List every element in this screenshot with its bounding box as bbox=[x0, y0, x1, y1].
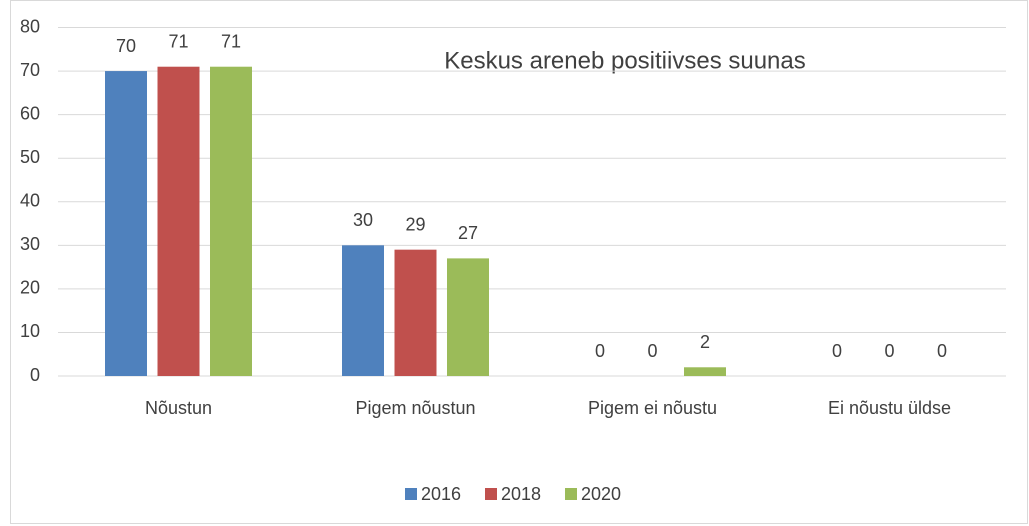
legend-label: 2018 bbox=[501, 484, 541, 504]
y-tick-label: 70 bbox=[20, 60, 40, 80]
bar bbox=[342, 245, 384, 376]
chart-title: Keskus areneb positiivses suunas bbox=[444, 47, 806, 74]
data-label: 0 bbox=[832, 341, 842, 361]
x-tick-label: Pigem nõustun bbox=[355, 398, 475, 418]
legend-swatch bbox=[565, 488, 577, 500]
data-label: 29 bbox=[405, 214, 425, 234]
x-tick-label: Ei nõustu üldse bbox=[828, 398, 951, 418]
bar bbox=[210, 66, 252, 377]
y-tick-label: 10 bbox=[20, 321, 40, 341]
legend-swatch bbox=[405, 488, 417, 500]
x-tick-label: Pigem ei nõustu bbox=[588, 398, 717, 418]
y-tick-label: 30 bbox=[20, 234, 40, 254]
data-label: 27 bbox=[458, 223, 478, 243]
y-tick-label: 50 bbox=[20, 147, 40, 167]
bar bbox=[684, 367, 726, 376]
data-label: 0 bbox=[884, 341, 894, 361]
legend-label: 2020 bbox=[581, 484, 621, 504]
y-tick-label: 60 bbox=[20, 103, 40, 123]
data-label: 71 bbox=[221, 31, 241, 51]
data-label: 0 bbox=[647, 341, 657, 361]
data-label: 0 bbox=[937, 341, 947, 361]
data-label: 0 bbox=[595, 341, 605, 361]
data-label: 30 bbox=[353, 210, 373, 230]
data-label: 71 bbox=[168, 31, 188, 51]
y-tick-label: 20 bbox=[20, 278, 40, 298]
data-label: 70 bbox=[116, 36, 136, 56]
bar bbox=[394, 249, 437, 376]
data-label: 2 bbox=[700, 332, 710, 352]
bar bbox=[157, 66, 200, 377]
bar bbox=[447, 258, 489, 376]
legend-label: 2016 bbox=[421, 484, 461, 504]
x-tick-label: Nõustun bbox=[145, 398, 212, 418]
y-tick-label: 0 bbox=[30, 365, 40, 385]
legend-swatch bbox=[485, 488, 497, 500]
bar bbox=[105, 71, 147, 376]
y-tick-label: 80 bbox=[20, 16, 40, 36]
y-tick-label: 40 bbox=[20, 191, 40, 211]
